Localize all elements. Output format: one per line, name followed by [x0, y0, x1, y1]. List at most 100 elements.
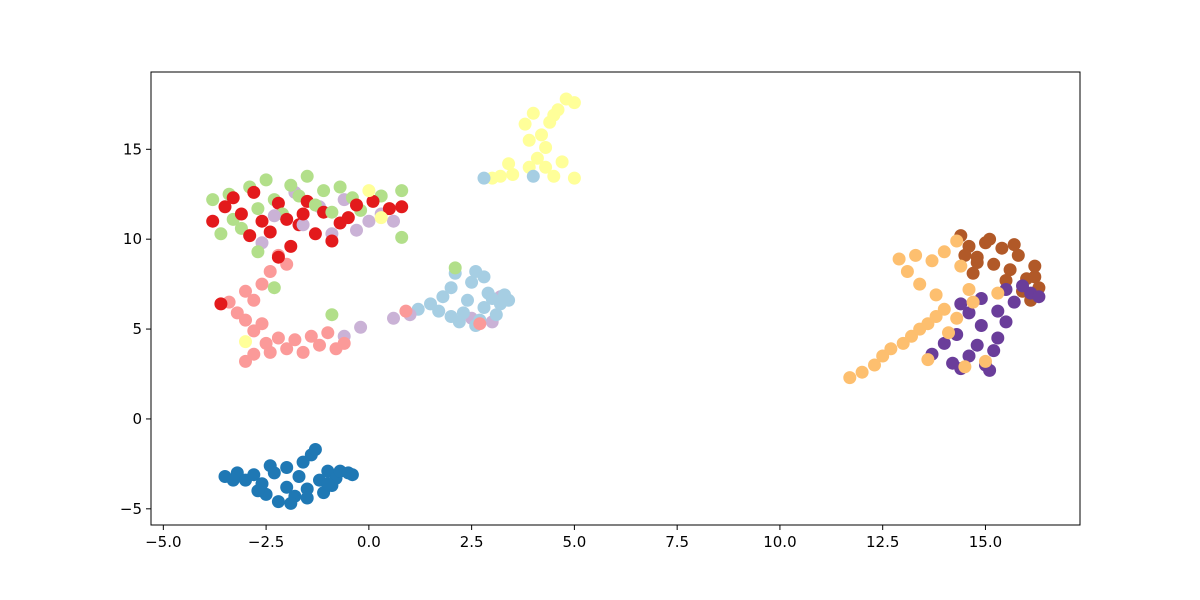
scatter-point: [937, 336, 951, 350]
scatter-point: [296, 207, 310, 221]
scatter-point: [255, 214, 269, 228]
scatter-point: [292, 470, 306, 483]
scatter-point: [954, 259, 968, 273]
x-tick-label: 10.0: [763, 533, 796, 551]
scatter-point: [539, 160, 553, 174]
scatter-point: [333, 180, 347, 194]
scatter-point: [991, 331, 1005, 345]
scatter-point: [456, 306, 470, 320]
scatter-point: [913, 277, 927, 291]
scatter-point: [226, 473, 240, 487]
scatter-point: [247, 468, 261, 482]
scatter-point: [461, 293, 474, 307]
scatter-point: [1028, 259, 1042, 273]
scatter-point: [395, 230, 409, 244]
scatter-point: [206, 214, 220, 228]
scatter-point: [341, 211, 355, 225]
scatter-point: [448, 261, 462, 275]
scatter-point: [271, 196, 285, 210]
scatter-point: [1007, 238, 1021, 252]
x-tick-label: 5.0: [562, 533, 586, 551]
scatter-point: [366, 194, 380, 208]
scatter-point: [432, 304, 446, 318]
scatter-point: [942, 326, 955, 340]
scatter-point: [251, 484, 265, 498]
scatter-point: [900, 265, 914, 278]
scatter-point: [263, 265, 277, 278]
scatter-point: [974, 319, 988, 332]
scatter-point: [444, 281, 458, 295]
scatter-point: [263, 345, 277, 359]
scatter-point: [321, 326, 335, 340]
scatter-point: [300, 491, 314, 505]
scatter-point: [489, 308, 503, 322]
x-tick-label: 15.0: [969, 533, 1002, 551]
scatter-point: [999, 315, 1013, 329]
scatter-point: [855, 365, 869, 379]
scatter-point: [271, 250, 285, 264]
scatter-point: [547, 169, 561, 183]
scatter-point: [518, 117, 532, 131]
scatter-point: [535, 128, 548, 142]
scatter-point: [214, 297, 228, 311]
scatter-point: [234, 207, 248, 221]
scatter-point: [567, 171, 581, 185]
scatter-point: [263, 459, 277, 473]
x-tick-label: 7.5: [665, 533, 689, 551]
scatter-point: [255, 317, 269, 331]
y-tick-label: 10: [123, 230, 142, 248]
y-tick-label: 0: [132, 410, 142, 428]
scatter-point: [1011, 248, 1025, 262]
scatter-point: [526, 106, 540, 120]
y-tick-label: 15: [123, 140, 142, 158]
scatter-point: [966, 295, 980, 309]
scatter-point: [304, 329, 318, 343]
scatter-point: [991, 304, 1005, 318]
scatter-point: [259, 173, 273, 187]
scatter-point: [345, 468, 359, 482]
scatter-point: [539, 141, 553, 154]
scatter-point: [251, 245, 265, 259]
scatter-point: [937, 245, 951, 259]
scatter-point: [954, 297, 968, 311]
scatter-point: [350, 198, 363, 212]
x-axis: −5.0 −2.5 0.0 2.5 5.0 7.5 10.0 12.5 15.0: [145, 525, 1002, 551]
scatter-point: [555, 155, 569, 169]
scatter-point: [909, 248, 923, 262]
scatter-point: [239, 313, 252, 327]
scatter-point: [239, 335, 252, 349]
scatter-point: [937, 302, 951, 316]
scatter-point: [271, 495, 285, 509]
scatter-point: [567, 96, 581, 110]
scatter-point: [247, 185, 261, 199]
scatter-point: [374, 211, 388, 225]
scatter-point: [999, 274, 1013, 287]
scatter-point: [362, 214, 376, 228]
scatter-point: [354, 320, 368, 334]
scatter-point: [284, 496, 298, 510]
scatter-point: [387, 311, 400, 325]
scatter-point: [300, 169, 314, 183]
scatter-point: [288, 333, 302, 347]
scatter-point: [395, 200, 409, 214]
x-tick-label: −2.5: [248, 533, 284, 551]
scatter-point: [280, 342, 294, 356]
x-tick-label: 2.5: [460, 533, 484, 551]
scatter-point: [395, 184, 409, 198]
scatter-point: [436, 290, 450, 304]
scatter-point: [477, 270, 491, 284]
scatter-point: [280, 461, 294, 474]
y-tick-label: −5: [120, 500, 142, 518]
scatter-point: [950, 234, 964, 248]
scatter-point: [337, 336, 351, 350]
scatter-point: [296, 218, 310, 232]
scatter-point: [206, 193, 220, 207]
scatter-point: [317, 184, 331, 198]
scatter-point: [995, 241, 1009, 255]
scatter-point: [399, 304, 413, 318]
plot-frame: [150, 71, 1081, 526]
scatter-point: [267, 281, 281, 295]
scatter-point: [321, 477, 335, 491]
scatter-point: [1007, 295, 1021, 309]
scatter-point: [962, 306, 976, 320]
